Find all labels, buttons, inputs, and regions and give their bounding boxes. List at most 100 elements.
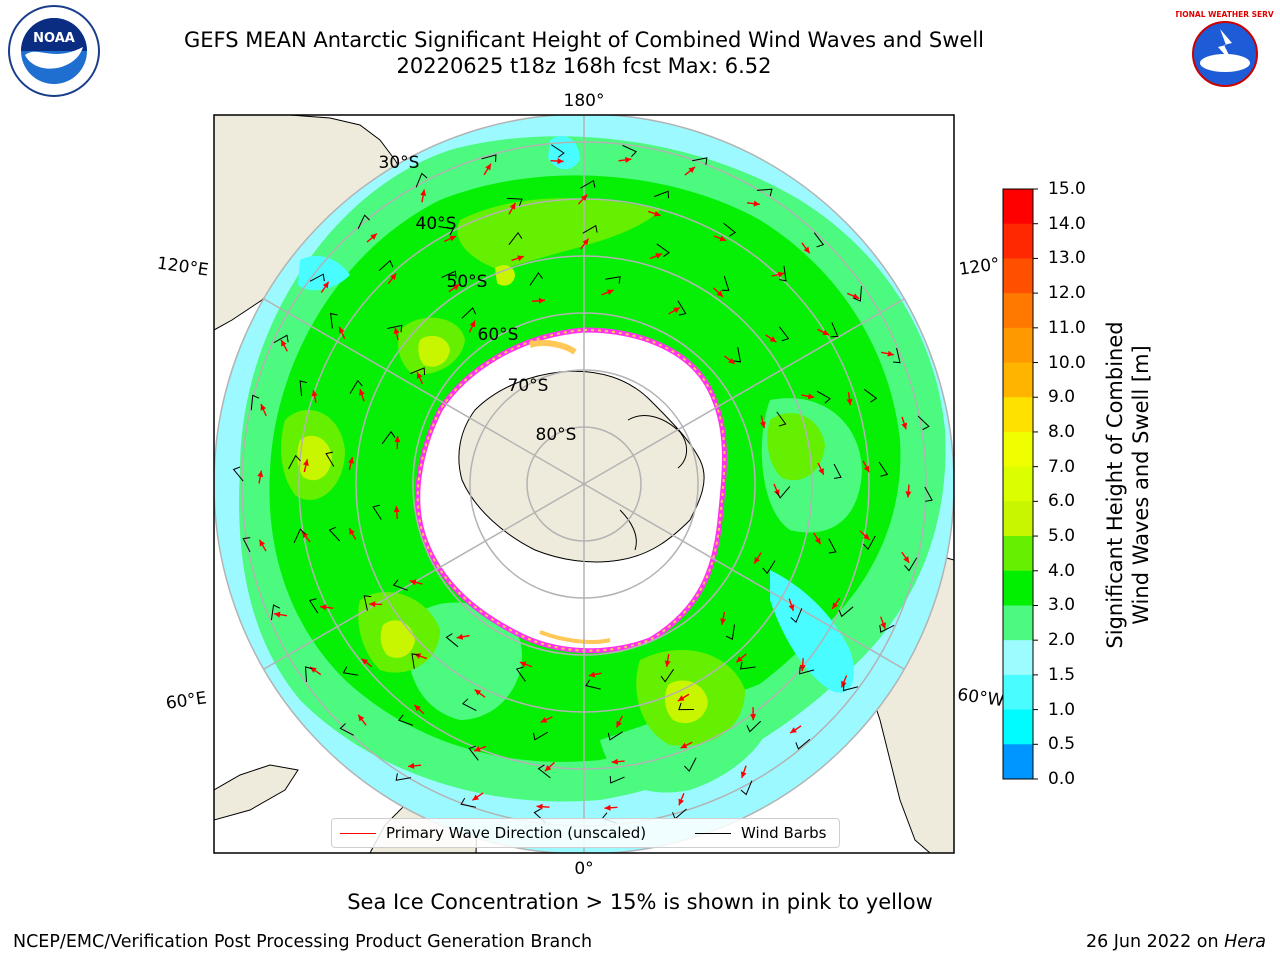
colorbar-tick-label: 12.0: [1048, 283, 1086, 304]
wind-barb: [892, 347, 901, 364]
wind-barb: [415, 172, 428, 188]
colorbar-tick-label: 8.0: [1048, 421, 1076, 442]
colorbar-tick-label: 5.0: [1048, 526, 1076, 547]
nws-logo-text: NATIONAL WEATHER SERVICE: [1176, 10, 1274, 19]
wave-arrowhead: [348, 457, 354, 464]
wave-arrowhead: [449, 235, 457, 242]
wind-barb: [605, 276, 621, 284]
wind-barb: [293, 528, 306, 544]
legend-wind-item: Wind Barbs: [695, 824, 826, 842]
wave-arrowhead: [339, 326, 345, 334]
wave-arrowhead: [370, 233, 377, 240]
wave-arrowhead: [807, 393, 815, 400]
wind-barb: [838, 606, 854, 618]
wave-arrowhead: [604, 804, 611, 811]
wave-arrowhead: [361, 658, 369, 665]
wind-barb: [904, 557, 918, 572]
wave-arrowhead: [281, 339, 287, 347]
wind-barb: [372, 504, 382, 520]
colorbar-swatch: [1003, 501, 1033, 537]
wave-arrowhead: [474, 689, 482, 696]
colorbar-tick-label: 1.5: [1048, 664, 1076, 685]
wind-barb: [585, 679, 601, 690]
wind-barb: [776, 486, 791, 499]
figure-subtitle: 20220625 t18z 168h fcst Max: 6.52: [396, 54, 772, 78]
wind-barb: [924, 486, 933, 502]
wave-arrowhead: [322, 281, 329, 289]
colorbar-title: Significant Height of Combined Wind Wave…: [1102, 321, 1154, 648]
wind-barb: [325, 451, 335, 467]
lat-label-30s: 30°S: [379, 153, 420, 173]
wind-barb: [461, 307, 477, 319]
wave-arrowhead: [588, 671, 596, 678]
wind-barb: [778, 326, 790, 342]
wind-barb: [462, 698, 477, 711]
wind-barb: [779, 265, 787, 282]
wind-barb: [879, 624, 895, 633]
legend-wind-label: Wind Barbs: [741, 824, 827, 842]
wind-barb: [411, 653, 419, 669]
wind-barb: [656, 243, 670, 258]
wind-barb: [790, 608, 803, 624]
wind-barb: [349, 379, 363, 394]
colorbar-swatch: [1003, 258, 1033, 294]
wind-barb: [816, 390, 831, 404]
wave-arrowhead: [788, 604, 795, 611]
colorbar: [1002, 188, 1038, 780]
wind-barb: [392, 579, 408, 591]
wave-arrowhead: [903, 556, 910, 563]
wave-arrowhead: [673, 307, 680, 314]
wind-barb: [582, 224, 598, 234]
wind-barb: [273, 334, 289, 344]
wave-arrowhead: [274, 611, 281, 618]
wind-barb: [529, 272, 544, 286]
wave-arrowhead: [414, 704, 421, 712]
wave-arrowhead: [616, 720, 622, 728]
wind-barb: [828, 538, 837, 554]
wind-barb: [363, 595, 372, 611]
wave-arrowhead: [716, 290, 724, 297]
wind-barb: [299, 380, 308, 396]
wind-barb: [813, 232, 825, 248]
wind-barb: [678, 702, 694, 711]
wave-arrowhead: [259, 539, 266, 547]
wave-arrowhead: [540, 717, 548, 723]
colorbar-frame: [1002, 188, 1034, 780]
wave-arrowhead: [625, 156, 632, 163]
legend-wind-swatch: [695, 832, 731, 834]
wind-barb: [398, 714, 414, 726]
colorbar-swatch: [1003, 674, 1033, 711]
wave-arrowhead: [260, 404, 267, 411]
wave-arrowhead: [408, 762, 415, 769]
wind-barb: [515, 666, 526, 682]
wave-arrowhead: [320, 604, 327, 611]
colorbar-swatch: [1003, 536, 1033, 572]
wave-arrowhead: [393, 327, 400, 335]
wave-arrowhead: [688, 166, 696, 174]
wind-barb: [677, 300, 687, 316]
colorbar-tick-label: 10.0: [1048, 352, 1086, 373]
footer-date-text: 26 Jun 2022 on: [1085, 932, 1225, 952]
colorbar-swatch: [1003, 362, 1033, 398]
colorbar-tick-label: 6.0: [1048, 491, 1076, 512]
lon-label-60e: 60°E: [165, 688, 208, 713]
colorbar-tick-label: 2.0: [1048, 630, 1076, 651]
wave-arrowhead: [519, 661, 527, 668]
wave-arrowhead: [728, 357, 735, 364]
map-legend: Primary Wave Direction (unscaled) Wind B…: [331, 818, 840, 848]
wind-barb: [339, 723, 354, 736]
wind-barb: [833, 463, 842, 479]
wave-arrowhead: [863, 533, 870, 540]
wave-arrowhead: [887, 350, 894, 357]
footer-date: 26 Jun 2022 on Hera: [1086, 932, 1266, 952]
wind-barb: [460, 797, 476, 808]
lat-label-60s: 60°S: [478, 325, 519, 345]
wave-arrowhead: [409, 579, 417, 586]
colorbar-swatch: [1003, 327, 1033, 364]
wind-barb: [739, 661, 756, 670]
wave-arrowhead: [369, 601, 376, 608]
map-frame: [213, 114, 955, 854]
wind-barb: [288, 454, 301, 470]
colorbar-tick-label: 9.0: [1048, 387, 1076, 408]
